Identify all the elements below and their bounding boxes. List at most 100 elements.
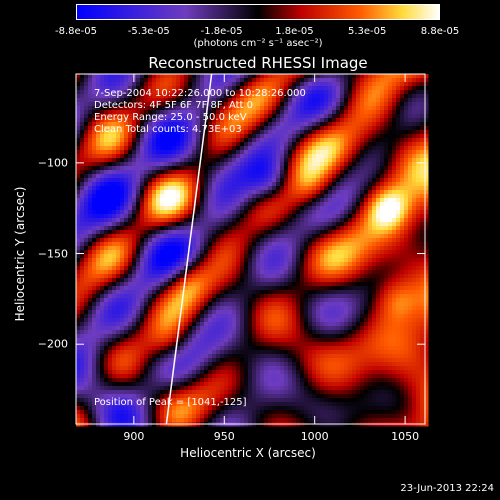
heatmap-cell: [272, 306, 277, 311]
heatmap-cell: [92, 218, 97, 223]
heatmap-cell: [108, 254, 113, 259]
heatmap-cell: [284, 250, 289, 255]
heatmap-cell: [236, 226, 241, 231]
heatmap-cell: [148, 398, 153, 403]
heatmap-cell: [128, 414, 133, 419]
heatmap-cell: [76, 294, 81, 299]
heatmap-cell: [208, 74, 213, 79]
heatmap-cell: [108, 194, 113, 199]
heatmap-cell: [224, 302, 229, 307]
heatmap-cell: [108, 298, 113, 303]
heatmap-cell: [272, 242, 277, 247]
heatmap-cell: [248, 158, 253, 163]
heatmap-cell: [136, 330, 141, 335]
heatmap-cell: [128, 90, 133, 95]
heatmap-cell: [160, 418, 165, 423]
heatmap-cell: [220, 114, 225, 119]
heatmap-cell: [196, 106, 201, 111]
heatmap-cell: [180, 218, 185, 223]
heatmap-cell: [172, 382, 177, 387]
heatmap-cell: [104, 166, 109, 171]
heatmap-cell: [296, 170, 301, 175]
heatmap-cell: [164, 290, 169, 295]
heatmap-cell: [104, 222, 109, 227]
heatmap-cell: [76, 150, 81, 155]
heatmap-cell: [228, 406, 233, 411]
heatmap-cell: [112, 330, 117, 335]
heatmap-cell: [188, 142, 193, 147]
heatmap-cell: [268, 150, 273, 155]
heatmap-cell: [228, 178, 233, 183]
heatmap-cell: [108, 170, 113, 175]
heatmap-cell: [84, 334, 89, 339]
heatmap-cell: [248, 234, 253, 239]
heatmap-cell: [136, 378, 141, 383]
heatmap-cell: [284, 206, 289, 211]
heatmap-cell: [196, 134, 201, 139]
heatmap-cell: [140, 418, 145, 423]
heatmap-cell: [172, 334, 177, 339]
heatmap-cell: [108, 338, 113, 343]
heatmap-cell: [188, 406, 193, 411]
heatmap-cell: [124, 366, 129, 371]
heatmap-cell: [180, 78, 185, 83]
heatmap-cell: [288, 230, 293, 235]
heatmap-cell: [96, 142, 101, 147]
heatmap-cell: [188, 138, 193, 143]
heatmap-cell: [276, 98, 281, 103]
heatmap-cell: [92, 150, 97, 155]
heatmap-cell: [184, 118, 189, 123]
heatmap-cell: [236, 238, 241, 243]
heatmap-cell: [116, 178, 121, 183]
heatmap-cell: [116, 218, 121, 223]
heatmap-cell: [124, 294, 129, 299]
heatmap-cell: [292, 190, 297, 195]
heatmap-cell: [244, 350, 249, 355]
heatmap-cell: [156, 226, 161, 231]
heatmap-cell: [224, 166, 229, 171]
heatmap-cell: [76, 218, 81, 223]
heatmap-cell: [244, 314, 249, 319]
heatmap-cell: [172, 230, 177, 235]
heatmap-cell: [252, 386, 257, 391]
heatmap-cell: [248, 366, 253, 371]
heatmap-cell: [184, 346, 189, 351]
heatmap-cell: [248, 238, 253, 243]
heatmap-cell: [276, 326, 281, 331]
heatmap-cell: [276, 274, 281, 279]
heatmap-cell: [208, 166, 213, 171]
heatmap-cell: [160, 262, 165, 267]
heatmap-cell: [212, 186, 217, 191]
heatmap-cell: [212, 370, 217, 375]
heatmap-cell: [156, 298, 161, 303]
heatmap-cell: [148, 226, 153, 231]
heatmap-cell: [288, 410, 293, 415]
heatmap-cell: [228, 166, 233, 171]
heatmap-cell: [296, 310, 301, 315]
heatmap-cell: [172, 102, 177, 107]
heatmap-cell: [272, 374, 277, 379]
heatmap-cell: [284, 278, 289, 283]
heatmap-cell: [88, 86, 93, 91]
heatmap-cell: [244, 206, 249, 211]
heatmap-cell: [184, 210, 189, 215]
heatmap-cell: [256, 298, 261, 303]
heatmap-cell: [140, 110, 145, 115]
heatmap-cell: [120, 266, 125, 271]
heatmap-cell: [176, 162, 181, 167]
heatmap-cell: [260, 354, 265, 359]
heatmap-cell: [204, 278, 209, 283]
heatmap-cell: [148, 330, 153, 335]
heatmap-cell: [236, 106, 241, 111]
heatmap-cell: [256, 398, 261, 403]
heatmap-cell: [192, 278, 197, 283]
heatmap-cell: [140, 238, 145, 243]
heatmap-cell: [184, 82, 189, 87]
heatmap-cell: [112, 182, 117, 187]
heatmap-cell: [200, 210, 205, 215]
heatmap-cell: [132, 250, 137, 255]
heatmap-cell: [260, 278, 265, 283]
heatmap-cell: [140, 366, 145, 371]
heatmap-cell: [236, 386, 241, 391]
heatmap-cell: [124, 386, 129, 391]
